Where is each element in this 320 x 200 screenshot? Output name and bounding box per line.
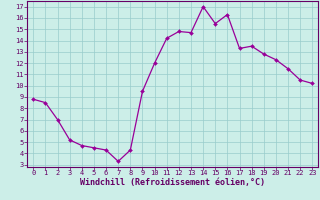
X-axis label: Windchill (Refroidissement éolien,°C): Windchill (Refroidissement éolien,°C) bbox=[80, 178, 265, 187]
